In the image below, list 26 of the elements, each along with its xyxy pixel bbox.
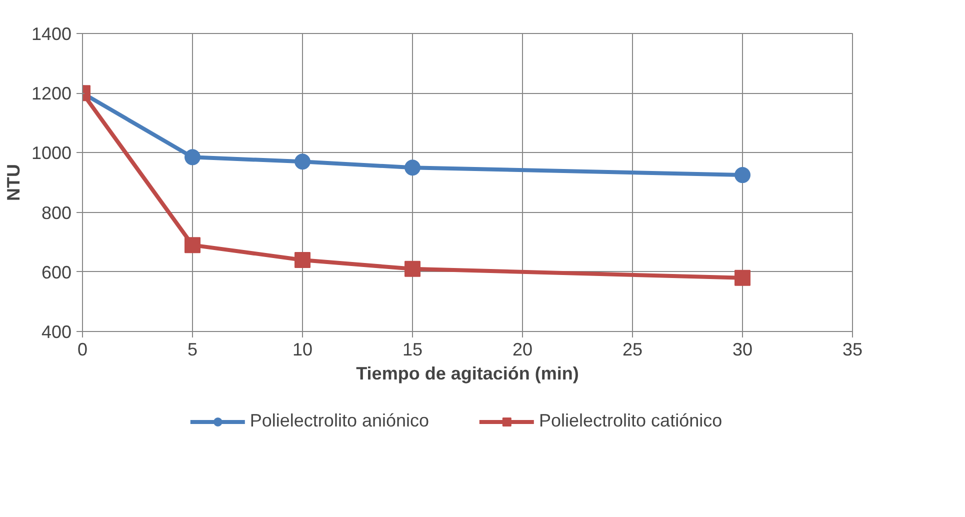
- legend-label: Polielectrolito catiónico: [539, 410, 722, 432]
- y-tick-label: 400: [41, 322, 72, 342]
- x-tick-label: 30: [732, 340, 753, 360]
- point: [184, 149, 200, 166]
- point: [734, 167, 750, 184]
- legend-label: Polielectrolito aniónico: [250, 410, 430, 432]
- y-axis-title: NTU: [3, 164, 24, 201]
- x-tick-label: 5: [187, 340, 198, 360]
- y-tick-label: 600: [41, 262, 72, 282]
- point: [734, 270, 750, 286]
- x-tick-label: 10: [292, 340, 313, 360]
- x-tick-label: 35: [842, 340, 863, 360]
- x-axis-title: Tiempo de agitación (min): [356, 364, 579, 384]
- x-tick-label: 25: [622, 340, 643, 360]
- point: [294, 252, 310, 268]
- x-tick-label: 20: [512, 340, 533, 360]
- y-tick-label: 1000: [31, 143, 72, 164]
- x-tick-label: 15: [402, 340, 423, 360]
- y-tick-label: 1200: [31, 84, 72, 104]
- point: [294, 154, 310, 170]
- point: [184, 237, 200, 254]
- point: [404, 160, 420, 176]
- y-tick-label: 1400: [31, 24, 72, 44]
- point: [404, 260, 420, 277]
- y-tick-label: 800: [41, 202, 72, 223]
- x-tick-label: 0: [77, 340, 88, 360]
